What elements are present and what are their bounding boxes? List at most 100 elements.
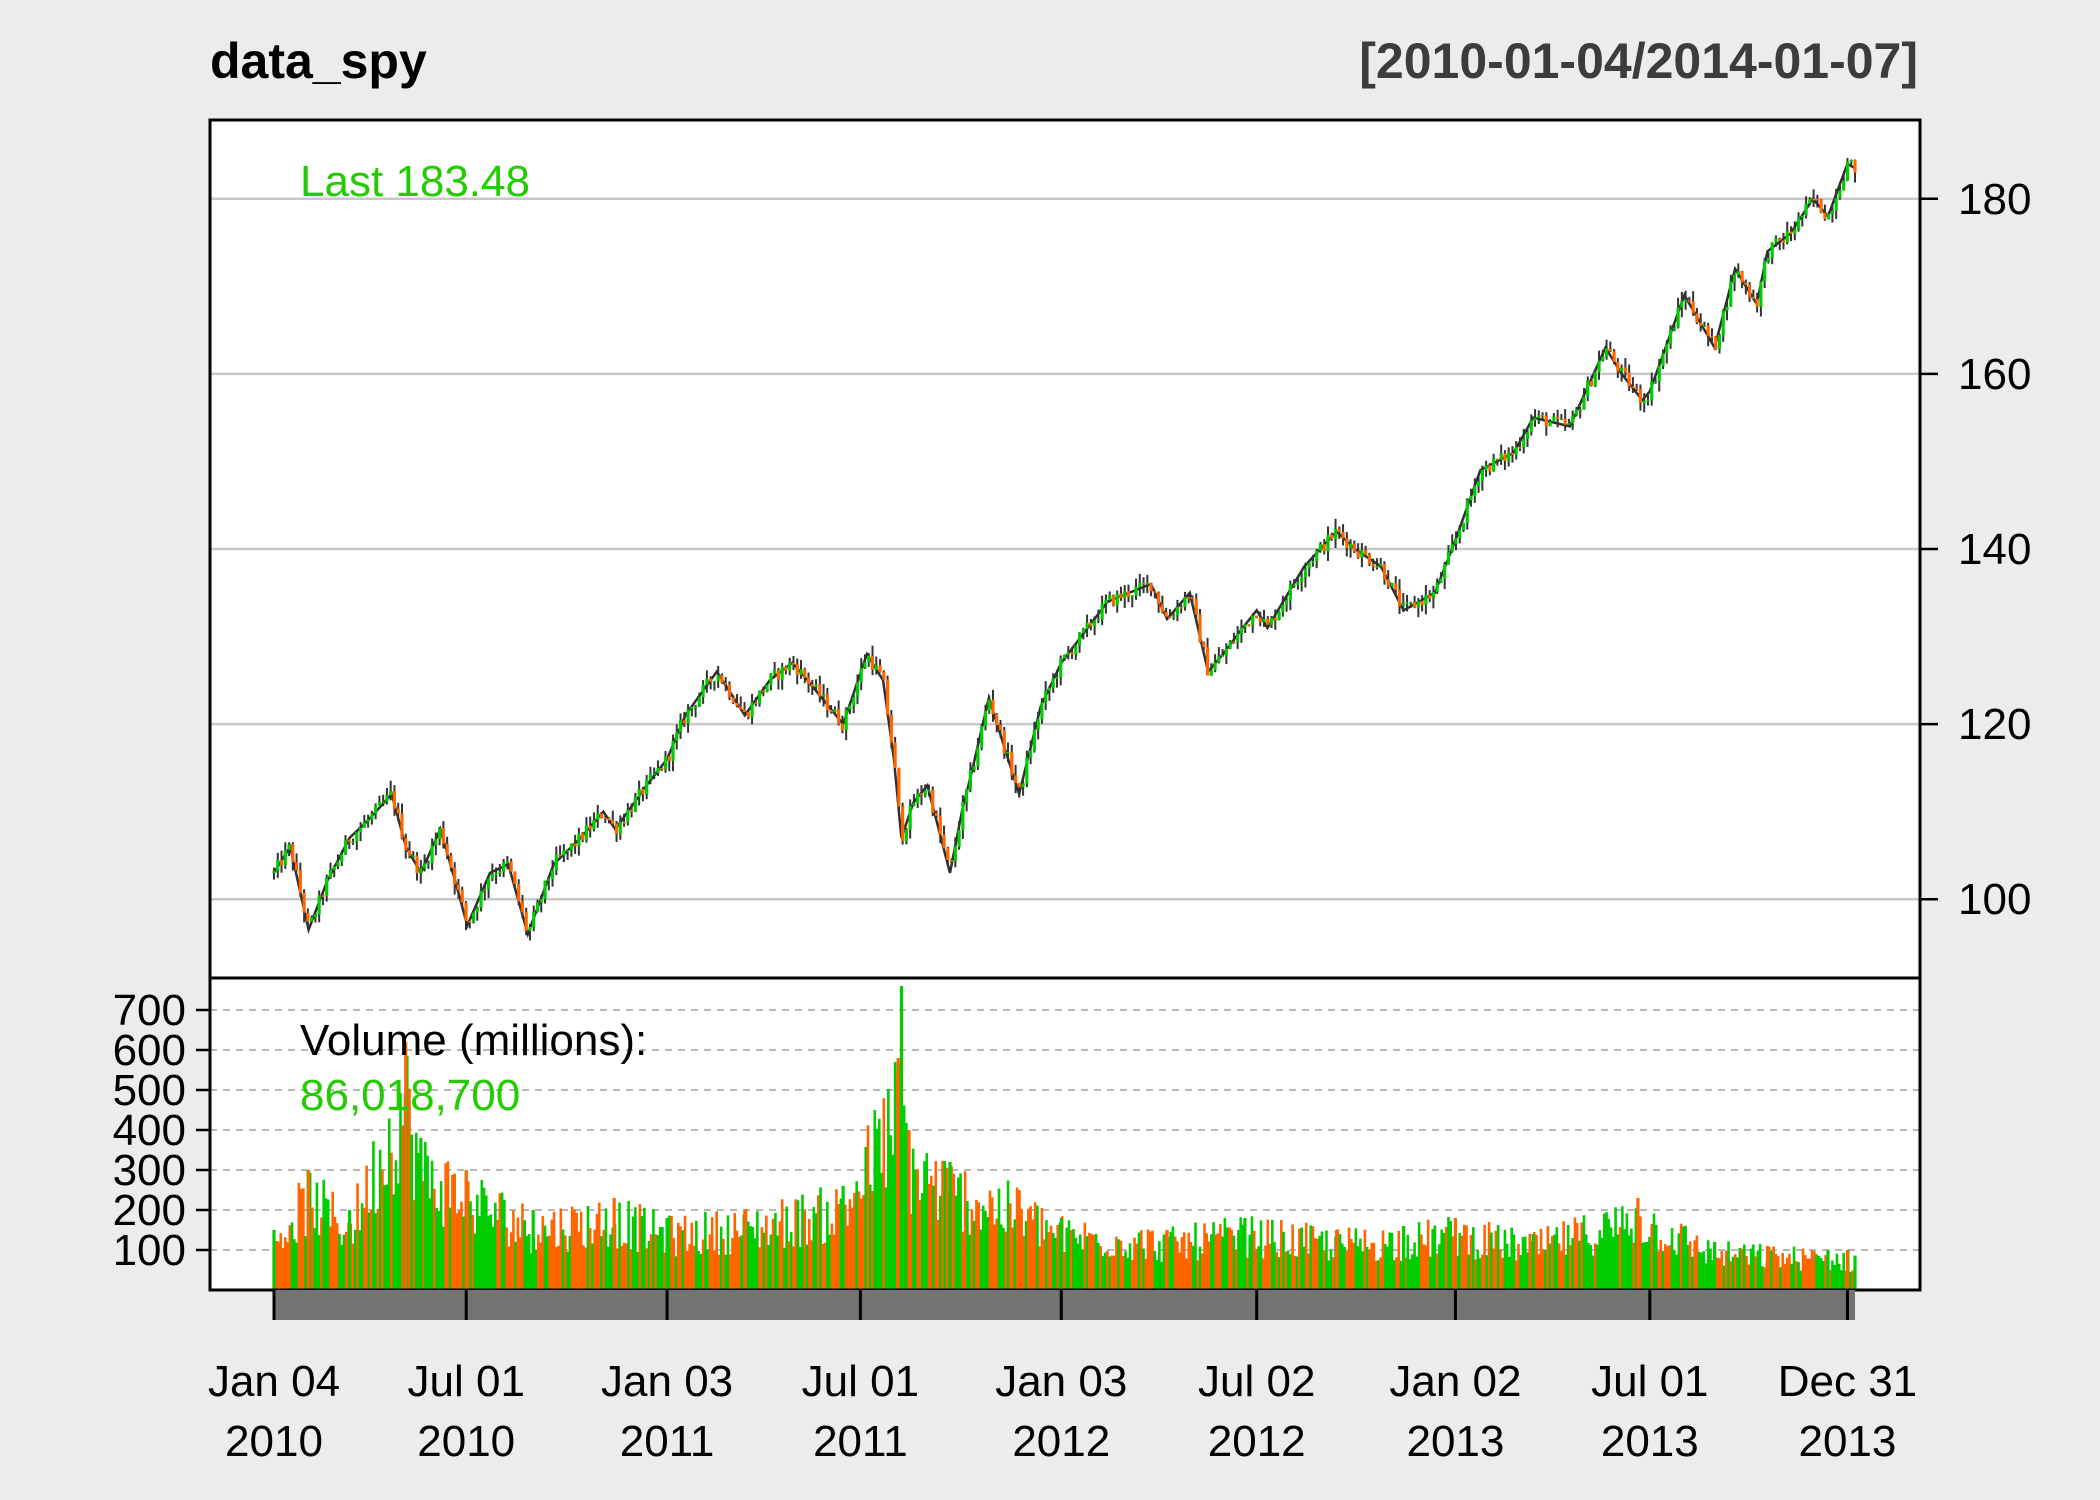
candle-body: [1194, 599, 1198, 615]
candle-body: [709, 678, 713, 682]
volume-bar: [1476, 1249, 1480, 1290]
volume-bar: [857, 1191, 861, 1290]
candle-body: [837, 709, 841, 724]
volume-tick-label: 600: [113, 1026, 186, 1075]
candle-body: [701, 684, 705, 698]
volume-bar: [1015, 1187, 1019, 1290]
candle-body: [1604, 348, 1609, 357]
volume-bar: [1304, 1222, 1308, 1290]
volume-bar: [780, 1199, 784, 1290]
volume-bar: [1517, 1243, 1520, 1290]
volume-bar: [749, 1226, 752, 1290]
volume-bar: [358, 1230, 362, 1290]
candle-body: [776, 670, 781, 680]
volume-bar: [853, 1192, 856, 1290]
volume-bar: [1551, 1235, 1554, 1290]
volume-bar: [1142, 1248, 1145, 1290]
volume-bar: [1596, 1244, 1599, 1290]
candle-body: [1537, 414, 1541, 418]
volume-bar: [649, 1234, 653, 1290]
volume-bar: [1370, 1242, 1373, 1290]
volume-bar: [1625, 1213, 1629, 1290]
volume-bar: [911, 1148, 915, 1290]
candle-body: [705, 678, 709, 685]
candle-body: [1552, 416, 1556, 422]
x-tick-label-month: Jul 01: [408, 1357, 525, 1406]
volume-bar: [1828, 1269, 1832, 1290]
last-volume-value: 86,018,700: [300, 1071, 520, 1120]
candle-body: [509, 861, 513, 872]
volume-bar: [293, 1239, 296, 1290]
volume-bar: [997, 1188, 1001, 1290]
volume-bar: [1363, 1229, 1367, 1290]
candle-body: [1397, 589, 1402, 606]
volume-bar: [945, 1167, 949, 1290]
volume-bar: [295, 1242, 298, 1290]
volume-bar: [1652, 1213, 1656, 1290]
volume-bar: [758, 1247, 761, 1290]
candle-body: [1405, 602, 1409, 605]
volume-bar: [1695, 1235, 1699, 1290]
volume-bar: [1047, 1232, 1050, 1290]
candle-body: [1717, 334, 1722, 350]
candle-body: [351, 841, 355, 844]
volume-tick-label: 100: [113, 1226, 186, 1275]
volume-bar: [367, 1212, 371, 1290]
volume-bar: [1790, 1263, 1794, 1290]
volume-bar: [1616, 1234, 1620, 1290]
volume-bar: [1390, 1232, 1394, 1290]
candle-body: [946, 847, 950, 860]
volume-bar: [1571, 1238, 1574, 1290]
volume-bar: [990, 1197, 994, 1290]
candle-body: [1676, 307, 1680, 328]
candle-body: [1529, 420, 1533, 433]
volume-bar: [1727, 1241, 1730, 1290]
volume-bar: [812, 1207, 816, 1290]
volume-tick-label: 300: [113, 1146, 186, 1195]
volume-bar: [1191, 1245, 1195, 1290]
volume-bar: [1444, 1226, 1448, 1290]
volume-bar: [765, 1215, 768, 1290]
volume-bar: [1395, 1257, 1398, 1290]
candle-body: [1051, 678, 1055, 688]
candle-body: [494, 873, 498, 876]
volume-bar: [776, 1235, 779, 1290]
volume-bar: [1645, 1241, 1649, 1290]
candle-body: [539, 899, 543, 903]
candle-body: [1153, 591, 1157, 593]
volume-bar: [988, 1190, 992, 1290]
candle-body: [1424, 594, 1428, 605]
volume-bar: [986, 1217, 990, 1290]
candle-body: [1134, 587, 1138, 596]
volume-bar: [315, 1182, 319, 1290]
volume-bar: [1042, 1239, 1046, 1290]
candle-body: [1450, 544, 1454, 552]
candle-body: [1510, 452, 1515, 455]
volume-bar: [1634, 1208, 1638, 1290]
volume-bar: [1169, 1231, 1172, 1290]
candle-body: [931, 789, 935, 813]
volume-bar: [850, 1207, 854, 1290]
volume-bar: [1467, 1254, 1471, 1290]
candle-body: [1507, 452, 1511, 461]
volume-bar: [523, 1220, 527, 1290]
volume-bar: [1505, 1243, 1509, 1290]
candle-body: [419, 868, 423, 874]
candle-body: [1375, 566, 1379, 568]
volume-bar: [274, 1240, 278, 1290]
candle-body: [1157, 592, 1161, 605]
candle-body: [1420, 601, 1424, 605]
volume-bar: [1779, 1267, 1782, 1290]
candle-body: [1345, 538, 1349, 548]
candle-body: [1514, 446, 1518, 455]
candle-body: [1303, 568, 1308, 578]
candle-body: [1571, 415, 1575, 424]
candle-body: [279, 859, 284, 866]
volume-bar: [1237, 1229, 1240, 1290]
volume-bar: [1738, 1247, 1742, 1290]
volume-bar: [277, 1241, 280, 1290]
volume-bar: [796, 1200, 800, 1290]
candle-body: [773, 670, 777, 674]
volume-bar: [1794, 1261, 1798, 1290]
candle-body: [614, 823, 619, 834]
